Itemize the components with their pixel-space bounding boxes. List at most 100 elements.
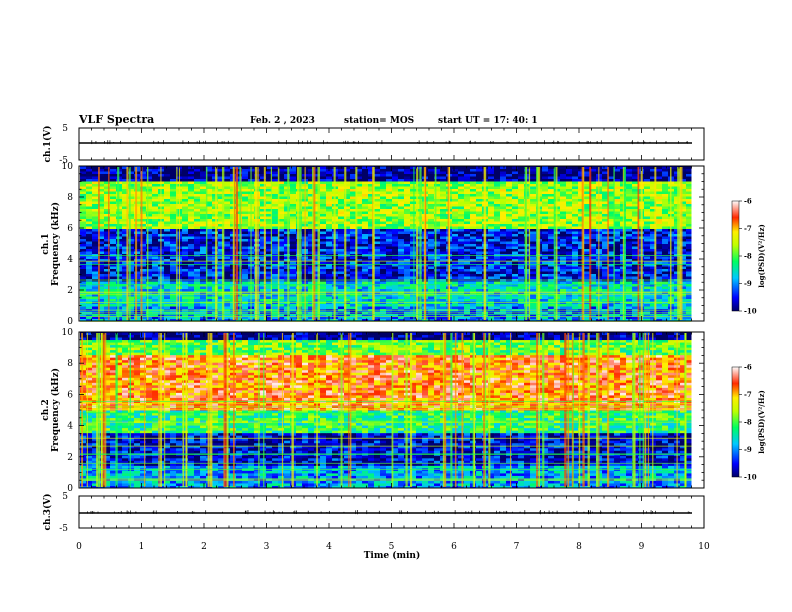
spectrogram-cell — [686, 286, 693, 289]
spectrogram-cell — [314, 276, 321, 279]
spectrogram-cell — [206, 223, 213, 227]
spectrogram-cell — [86, 281, 93, 284]
spectrogram-cell — [560, 256, 567, 259]
spectrogram-cell — [218, 276, 225, 279]
spectrogram-cell — [104, 238, 111, 242]
spectrogram-cell — [428, 253, 435, 257]
spectrogram-cell — [206, 286, 213, 289]
spectrogram-cell — [326, 303, 333, 307]
spectrogram-cell — [662, 288, 669, 292]
spectrogram-cell — [656, 271, 663, 274]
spectrogram-cell — [194, 248, 201, 252]
spectrogram-cell — [404, 241, 411, 244]
spectrogram-cell — [326, 243, 333, 247]
spectrogram-cell — [584, 256, 591, 259]
spectrogram-cell — [572, 243, 579, 247]
spectrogram-cell — [476, 243, 483, 247]
spectrogram-cell — [242, 256, 249, 259]
spectrogram-cell — [278, 276, 285, 279]
spectrogram-cell — [374, 246, 381, 249]
spectrogram-cell — [128, 233, 135, 237]
spectrogram-cell — [458, 281, 465, 284]
spectrogram-cell — [602, 313, 609, 317]
spectrogram-cell — [164, 286, 171, 289]
spectrogram-cell — [188, 226, 195, 229]
spectrogram-cell — [578, 248, 585, 252]
spectrogram-cell — [194, 316, 201, 319]
spectrogram-cell — [428, 228, 435, 232]
spectrogram-cell — [374, 266, 381, 269]
spectrogram-cell — [146, 238, 153, 242]
spectrogram-cell — [512, 248, 519, 252]
spectrogram-cell — [266, 233, 273, 237]
spectrogram-cell — [314, 298, 321, 302]
spectrogram-cell — [656, 316, 663, 319]
spectrogram-cell — [650, 286, 657, 289]
spectrogram-cell — [524, 251, 531, 254]
spectrogram-cell — [662, 316, 669, 319]
spectrogram-cell — [656, 248, 663, 252]
spectrogram-cell — [344, 243, 351, 247]
spectrogram-cell — [464, 288, 471, 292]
spectrogram-cell — [650, 281, 657, 284]
spectrogram-cell — [602, 266, 609, 269]
spectrogram-cell — [350, 286, 357, 289]
spectrogram-cell — [560, 248, 567, 252]
spectrogram-cell — [500, 223, 507, 227]
spectrogram-cell — [428, 313, 435, 317]
spectrogram-cell — [182, 318, 189, 322]
spectrogram-cell — [464, 231, 471, 234]
spectrogram-cell — [386, 296, 393, 299]
spectrogram-cell — [602, 251, 609, 254]
spectrogram-cell — [134, 298, 141, 302]
spectrogram-cell — [224, 268, 231, 272]
spectrogram-cell — [428, 243, 435, 247]
spectrogram-cell — [494, 241, 501, 244]
spectrogram-cell — [416, 248, 423, 252]
spectrogram-cell — [656, 261, 663, 264]
spectrogram-cell — [608, 266, 615, 269]
spectrogram-cell — [362, 316, 369, 319]
spectrogram-cell — [416, 271, 423, 274]
spectrogram-cell — [104, 293, 111, 297]
spectrogram-cell — [170, 306, 177, 309]
spectrogram-cell — [530, 263, 537, 267]
spectrogram-cell — [602, 248, 609, 252]
spectrogram-cell — [320, 241, 327, 244]
spectrogram-cell — [530, 256, 537, 259]
spectrogram-cell — [488, 263, 495, 267]
spectrogram-cell — [464, 286, 471, 289]
spectrogram-cell — [398, 313, 405, 317]
spectrogram-cell — [92, 261, 99, 264]
spectrogram-cell — [326, 313, 333, 317]
spectrogram-cell — [542, 246, 549, 249]
spectrogram-cell — [314, 223, 321, 227]
spectrogram-cell — [122, 238, 129, 242]
spectrogram-cell — [98, 241, 105, 244]
spectrogram-cell — [608, 256, 615, 259]
spectrogram-cell — [560, 251, 567, 254]
spectrogram-cell — [656, 253, 663, 257]
spectrogram-cell — [338, 243, 345, 247]
spectrogram-cell — [86, 306, 93, 309]
spectrogram-cell — [140, 271, 147, 274]
spectrogram-cell — [272, 316, 279, 319]
spectrogram-cell — [290, 256, 297, 259]
spectrogram-cell — [374, 276, 381, 279]
spectrogram-cell — [686, 251, 693, 254]
spectrogram-cell — [416, 313, 423, 317]
spectrogram-cell — [380, 296, 387, 299]
spectrogram-cell — [242, 261, 249, 264]
spectrogram-cell — [644, 261, 651, 264]
spectrogram-cell — [626, 241, 633, 244]
spectrogram-cell — [566, 318, 573, 322]
spectrogram-cell — [98, 281, 105, 284]
spectrogram-cell — [92, 318, 99, 322]
spectrogram-cell — [170, 271, 177, 274]
spectrogram-cell — [272, 233, 279, 237]
spectrogram-cell — [626, 316, 633, 319]
spectrogram-cell — [680, 231, 687, 234]
spectrogram-cell — [662, 281, 669, 284]
spectrogram-cell — [470, 266, 477, 269]
spectrogram-cell — [458, 236, 465, 239]
